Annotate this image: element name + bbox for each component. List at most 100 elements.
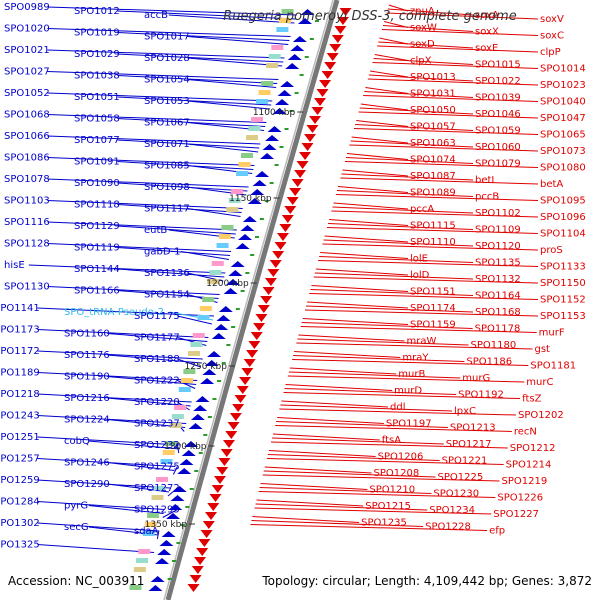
gene-label-spo1013[interactable]: SPO1013 — [410, 72, 456, 83]
gene-label-mraw[interactable]: mraW — [407, 336, 437, 347]
gene-label-spo1090[interactable]: SPO1090 — [74, 178, 120, 189]
gene-label-spo1073[interactable]: SPO1073 — [540, 146, 586, 157]
gene-label-spo1120[interactable]: SPO1120 — [475, 241, 521, 252]
gene-label-spo1206[interactable]: SPO1206 — [378, 452, 424, 463]
gene-label-spo1222[interactable]: SPO1222 — [134, 376, 180, 387]
gene-label-spo1154[interactable]: SPO1154 — [144, 290, 190, 301]
gene-label-spo1219[interactable]: SPO1219 — [502, 476, 548, 487]
gene-label-spo1192[interactable]: SPO1192 — [458, 390, 504, 401]
gene-label-spo1023[interactable]: SPO1023 — [540, 80, 586, 91]
gene-label-spo1246[interactable]: SPO1246 — [64, 458, 110, 469]
gene-label-soxe[interactable]: soxE — [475, 43, 498, 54]
gene-label-spo1057[interactable]: SPO1057 — [410, 122, 456, 133]
gene-label-spo1225[interactable]: SPO1225 — [438, 472, 484, 483]
gene-label-spo1014[interactable]: SPO1014 — [540, 64, 586, 75]
gene-label-spo1020[interactable]: SPO1020 — [4, 24, 50, 35]
gene-label-pyrg[interactable]: pyrG — [64, 501, 88, 512]
gene-label-spo1160[interactable]: SPO1160 — [64, 329, 110, 340]
gene-label-spo1046[interactable]: SPO1046 — [475, 109, 521, 120]
gene-label-spo1189[interactable]: SPO1189 — [0, 368, 40, 379]
gene-label-pcca[interactable]: pccA — [410, 204, 434, 215]
gene-label-spo1022[interactable]: SPO1022 — [475, 76, 521, 87]
gene-label-spo1213[interactable]: SPO1213 — [450, 423, 496, 434]
gene-label-beta[interactable]: betA — [540, 179, 563, 190]
gene-label-spo1168[interactable]: SPO1168 — [475, 307, 521, 318]
gene-label-spo1202[interactable]: SPO1202 — [518, 410, 564, 421]
gene-label-soxd[interactable]: soxD — [410, 39, 435, 50]
gene-label-spo1186[interactable]: SPO1186 — [466, 357, 512, 368]
gene-label-spo1040[interactable]: SPO1040 — [540, 97, 586, 108]
gene-label-spo1017[interactable]: SPO1017 — [144, 32, 190, 43]
gene-label-spo1172[interactable]: SPO1172 — [0, 346, 40, 357]
gene-label-spo1251[interactable]: SPO1251 — [0, 432, 40, 443]
gene-label-clpp[interactable]: clpP — [540, 47, 561, 58]
gene-label-spo1077[interactable]: SPO1077 — [74, 135, 120, 146]
gene-label-spo1151[interactable]: SPO1151 — [410, 287, 456, 298]
gene-label-spo1109[interactable]: SPO1109 — [475, 225, 521, 236]
gene-label-spo1051[interactable]: SPO1051 — [74, 92, 120, 103]
gene-label-soxc[interactable]: soxC — [540, 31, 564, 42]
gene-label-spo1235[interactable]: SPO1235 — [361, 518, 407, 529]
gene-label-spo1080[interactable]: SPO1080 — [540, 163, 586, 174]
gene-label-mray[interactable]: mraY — [402, 353, 429, 364]
gene-label-spo1053[interactable]: SPO1053 — [144, 96, 190, 107]
gene-label-spo1217[interactable]: SPO1217 — [446, 439, 492, 450]
gene-label-spo1089[interactable]: SPO1089 — [410, 188, 456, 199]
gene-label-spo1257[interactable]: SPO1257 — [0, 454, 40, 465]
gene-label-spo1180[interactable]: SPO1180 — [471, 340, 517, 351]
gene-label-spo1031[interactable]: SPO1031 — [410, 89, 456, 100]
gene-label-gst[interactable]: gst — [535, 344, 551, 355]
gene-label-spo1175[interactable]: SPO1175 — [134, 311, 180, 322]
gene-label-accb[interactable]: accB — [144, 10, 168, 21]
gene-label-spo1325[interactable]: SPO1325 — [0, 540, 40, 551]
gene-label-spo1144[interactable]: SPO1144 — [74, 264, 120, 275]
gene-label-beti[interactable]: betI — [475, 175, 494, 186]
gene-label-spo1015[interactable]: SPO1015 — [475, 60, 521, 71]
gene-label-spo1208[interactable]: SPO1208 — [374, 468, 420, 479]
gene-label-spo1212[interactable]: SPO1212 — [510, 443, 556, 454]
gene-label-spo1272[interactable]: SPO1272 — [134, 483, 180, 494]
gene-label-spo1071[interactable]: SPO1071 — [144, 139, 190, 150]
gene-label-spo1227[interactable]: SPO1227 — [493, 509, 539, 520]
gene-label-spo1012[interactable]: SPO1012 — [74, 6, 120, 17]
gene-label-spo1132[interactable]: SPO1132 — [475, 274, 521, 285]
gene-label-znua[interactable]: znuA — [410, 6, 435, 17]
gene-label-spo1159[interactable]: SPO1159 — [410, 320, 456, 331]
gene-label-spo1028[interactable]: SPO1028 — [144, 53, 190, 64]
gene-label-spo1181[interactable]: SPO1181 — [530, 361, 576, 372]
gene-label-spo1050[interactable]: SPO1050 — [410, 105, 456, 116]
gene-label-pros[interactable]: proS — [540, 245, 563, 256]
gene-label-spo1059[interactable]: SPO1059 — [475, 126, 521, 137]
gene-label-murc[interactable]: murC — [526, 377, 553, 388]
gene-label-spo1302[interactable]: SPO1302 — [0, 518, 40, 529]
gene-label-spo1067[interactable]: SPO1067 — [144, 118, 190, 129]
gene-label-spo_trna-pseudo-2[interactable]: SPO_tRNA-Pseudo-2 — [64, 307, 164, 318]
gene-label-spo1078[interactable]: SPO1078 — [4, 174, 50, 185]
gene-label-lold[interactable]: lolD — [410, 270, 430, 281]
gene-label-spo1135[interactable]: SPO1135 — [475, 258, 521, 269]
gene-label-ddl[interactable]: ddl — [390, 402, 405, 413]
gene-label-soxx[interactable]: soxX — [475, 27, 499, 38]
gene-label-spo1176[interactable]: SPO1176 — [64, 350, 110, 361]
gene-label-spo1066[interactable]: SPO1066 — [4, 131, 50, 142]
gene-label-spo1197[interactable]: SPO1197 — [386, 419, 432, 430]
gene-label-spo1290[interactable]: SPO1290 — [64, 479, 110, 490]
gene-label-spo0989[interactable]: SPO0989 — [4, 2, 50, 13]
gene-label-spo1096[interactable]: SPO1096 — [540, 212, 586, 223]
gene-label-spo1130[interactable]: SPO1130 — [4, 282, 50, 293]
gene-label-spo1068[interactable]: SPO1068 — [4, 110, 50, 121]
gene-label-spo1029[interactable]: SPO1029 — [74, 49, 120, 60]
gene-label-spo1284[interactable]: SPO1284 — [0, 497, 40, 508]
gene-label-spo1177[interactable]: SPO1177 — [134, 333, 180, 344]
gene-label-spo1220[interactable]: SPO1220 — [134, 397, 180, 408]
gene-label-spo1110[interactable]: SPO1110 — [410, 237, 456, 248]
gene-label-spo1086[interactable]: SPO1086 — [4, 153, 50, 164]
gene-label-spo1178[interactable]: SPO1178 — [475, 324, 521, 335]
gene-label-spo1085[interactable]: SPO1085 — [144, 161, 190, 172]
gene-label-hise[interactable]: hisE — [4, 260, 25, 271]
gene-label-spo1060[interactable]: SPO1060 — [475, 142, 521, 153]
gene-label-ftsa[interactable]: ftsA — [382, 435, 401, 446]
gene-label-spo1063[interactable]: SPO1063 — [410, 138, 456, 149]
gene-label-spo1230[interactable]: SPO1230 — [433, 489, 479, 500]
gene-label-spo1150[interactable]: SPO1150 — [540, 278, 586, 289]
